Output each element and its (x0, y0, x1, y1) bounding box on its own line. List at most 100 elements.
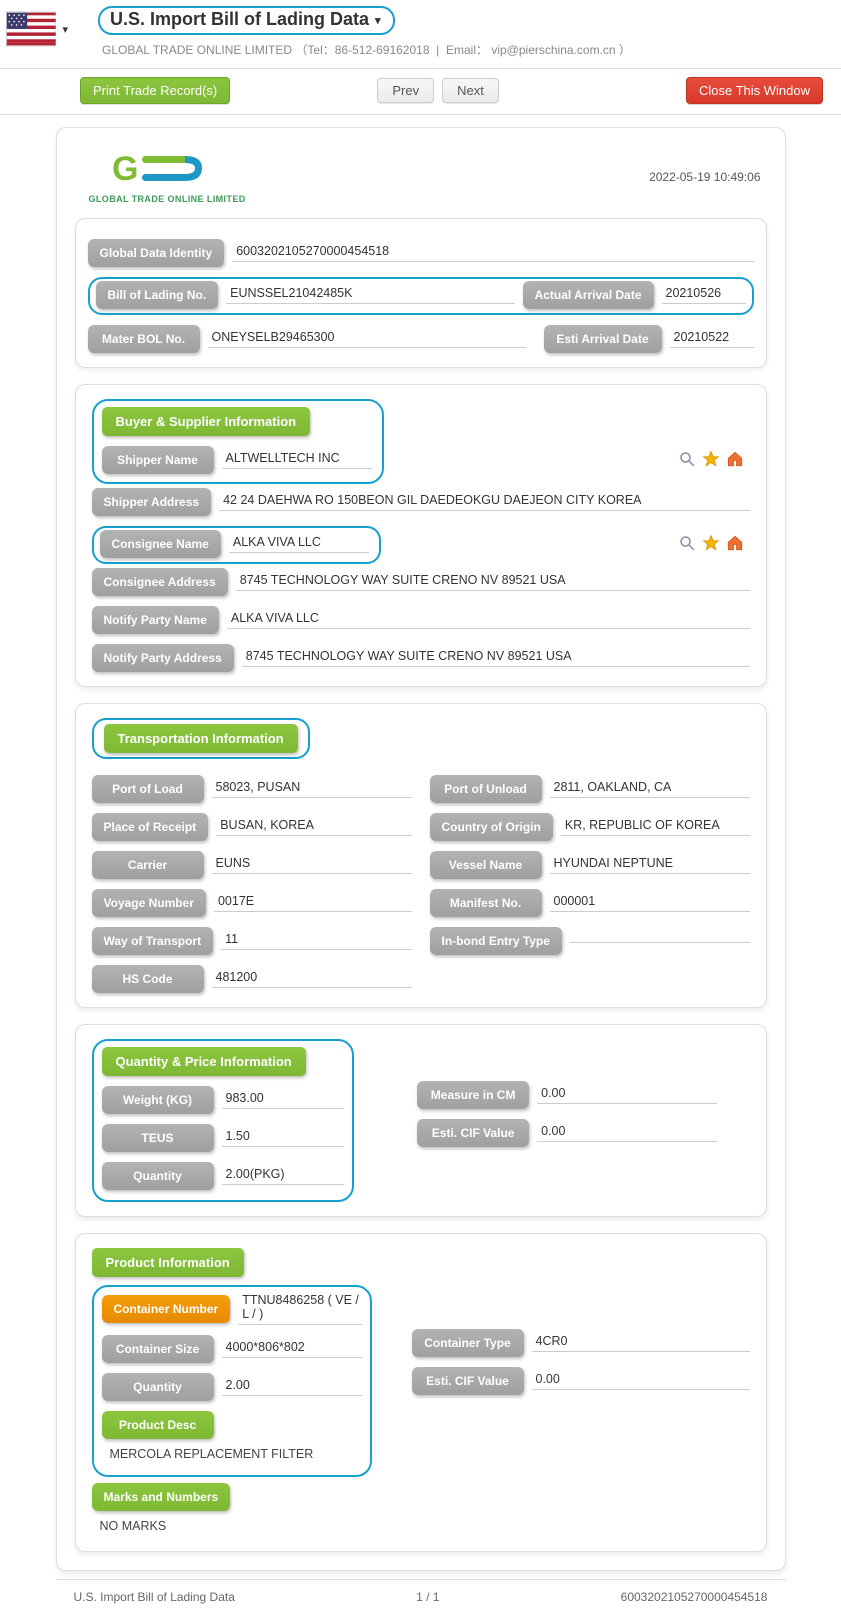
label-consignee-name: Consignee Name (100, 530, 221, 558)
footer-bar: U.S. Import Bill of Lading Data 1 / 1 60… (56, 1579, 786, 1614)
section-qty-price: Quantity & Price Information (102, 1047, 306, 1076)
label-pou: Port of Unload (430, 775, 542, 803)
svg-text:G: G (112, 150, 138, 188)
star-icon[interactable] (702, 534, 720, 552)
label-gdi: Global Data Identity (88, 239, 225, 267)
top-controls: Print Trade Record(s) Prev Next Close Th… (0, 69, 841, 115)
label-aad: Actual Arrival Date (523, 281, 654, 309)
value-container-type: 4CR0 (532, 1334, 750, 1352)
label-measure: Measure in CM (417, 1081, 529, 1109)
home-icon[interactable] (726, 534, 744, 552)
prev-button[interactable]: Prev (377, 78, 434, 103)
value-por: BUSAN, KOREA (216, 818, 411, 836)
label-voyage: Voyage Number (92, 889, 206, 917)
label-ibet: In-bond Entry Type (430, 927, 562, 955)
value-shipper-addr: 42 24 DAEHWA RO 150BEON GIL DAEDEOKGU DA… (219, 493, 749, 511)
value-notify-name: ALKA VIVA LLC (227, 611, 750, 629)
value-weight: 983.00 (222, 1091, 344, 1109)
value-voyage: 0017E (214, 894, 412, 912)
value-pol: 58023, PUSAN (212, 780, 412, 798)
value-manifest: 000001 (550, 894, 750, 912)
search-icon[interactable] (678, 534, 696, 552)
chevron-down-icon: ▾ (62, 23, 68, 36)
logo-tagline: GLOBAL TRADE ONLINE LIMITED (89, 194, 246, 204)
value-pou: 2811, OAKLAND, CA (550, 780, 750, 798)
page-title: U.S. Import Bill of Lading Data (110, 9, 369, 31)
label-weight: Weight (KG) (102, 1086, 214, 1114)
value-coo: KR, REPUBLIC OF KOREA (561, 818, 750, 836)
value-hs: 481200 (212, 970, 412, 988)
footer-id: 6003202105270000454518 (621, 1590, 768, 1604)
us-flag-icon (6, 8, 56, 50)
email-link[interactable]: vip@pierschina.com.cn (491, 43, 615, 57)
label-shipper-name: Shipper Name (102, 446, 214, 474)
next-button[interactable]: Next (442, 78, 499, 103)
footer-pagination: 1 / 1 (416, 1590, 439, 1604)
value-prod-desc: MERCOLA REPLACEMENT FILTER (102, 1439, 362, 1465)
label-notify-addr: Notify Party Address (92, 644, 234, 672)
value-container-no: TTNU8486258 ( VE / L / ) (238, 1293, 361, 1325)
label-carrier: Carrier (92, 851, 204, 879)
label-manifest: Manifest No. (430, 889, 542, 917)
record-card: G GLOBAL TRADE ONLINE LIMITED 2022-05-19… (56, 127, 786, 1571)
value-prod-qty: 2.00 (222, 1378, 362, 1396)
search-icon[interactable] (678, 450, 696, 468)
value-carrier: EUNS (212, 856, 412, 874)
value-qty: 2.00(PKG) (222, 1167, 344, 1185)
value-ibet (570, 939, 750, 943)
label-container-size: Container Size (102, 1335, 214, 1363)
buyer-supplier-panel: Buyer & Supplier Information Shipper Nam… (75, 384, 767, 687)
label-pol: Port of Load (92, 775, 204, 803)
label-container-type: Container Type (412, 1329, 524, 1357)
product-info-panel: Product Information Container Number TTN… (75, 1233, 767, 1552)
label-por: Place of Receipt (92, 813, 209, 841)
transportation-panel: Transportation Information Port of Load … (75, 703, 767, 1008)
label-cif: Esti. CIF Value (417, 1119, 529, 1147)
label-consignee-addr: Consignee Address (92, 568, 228, 596)
page-header: ▾ U.S. Import Bill of Lading Data ▾ GLOB… (0, 0, 841, 69)
star-icon[interactable] (702, 450, 720, 468)
footer-title: U.S. Import Bill of Lading Data (74, 1590, 235, 1604)
section-product-info: Product Information (92, 1248, 244, 1277)
label-prod-qty: Quantity (102, 1373, 214, 1401)
value-wot: 11 (221, 932, 411, 950)
value-cif: 0.00 (537, 1124, 717, 1142)
close-window-button[interactable]: Close This Window (686, 77, 823, 104)
value-ead: 20210522 (670, 330, 754, 348)
label-prod-cif: Esti. CIF Value (412, 1367, 524, 1395)
value-consignee-addr: 8745 TECHNOLOGY WAY SUITE CRENO NV 89521… (236, 573, 750, 591)
label-teus: TEUS (102, 1124, 214, 1152)
section-buyer-supplier: Buyer & Supplier Information (102, 407, 311, 436)
value-vessel: HYUNDAI NEPTUNE (550, 856, 750, 874)
value-shipper-name: ALTWELLTECH INC (222, 451, 372, 469)
chevron-down-icon: ▾ (375, 15, 381, 28)
section-transportation: Transportation Information (104, 724, 298, 753)
value-consignee-name: ALKA VIVA LLC (229, 535, 369, 553)
country-flag-selector[interactable]: ▾ (6, 8, 68, 50)
value-bol: EUNSSEL21042485K (226, 286, 514, 304)
label-hs: HS Code (92, 965, 204, 993)
value-notify-addr: 8745 TECHNOLOGY WAY SUITE CRENO NV 89521… (242, 649, 750, 667)
label-coo: Country of Origin (430, 813, 553, 841)
label-mbol: Mater BOL No. (88, 325, 200, 353)
value-container-size: 4000*806*802 (222, 1340, 362, 1358)
label-bol: Bill of Lading No. (96, 281, 219, 309)
label-notify-name: Notify Party Name (92, 606, 219, 634)
gto-logo-icon: G (112, 148, 222, 190)
generated-timestamp: 2022-05-19 10:49:06 (649, 170, 760, 184)
value-teus: 1.50 (222, 1129, 344, 1147)
value-marks: NO MARKS (92, 1511, 750, 1537)
quantity-price-panel: Quantity & Price Information Weight (KG)… (75, 1024, 767, 1217)
value-aad: 20210526 (662, 286, 746, 304)
data-type-selector[interactable]: U.S. Import Bill of Lading Data ▾ (98, 6, 395, 35)
home-icon[interactable] (726, 450, 744, 468)
label-marks: Marks and Numbers (92, 1483, 231, 1511)
label-vessel: Vessel Name (430, 851, 542, 879)
value-mbol: ONEYSELB29465300 (208, 330, 526, 348)
label-prod-desc: Product Desc (102, 1411, 214, 1439)
value-measure: 0.00 (537, 1086, 717, 1104)
label-shipper-addr: Shipper Address (92, 488, 212, 516)
label-container-no: Container Number (102, 1295, 231, 1323)
value-prod-cif: 0.00 (532, 1372, 750, 1390)
value-gdi: 6003202105270000454518 (232, 244, 753, 262)
